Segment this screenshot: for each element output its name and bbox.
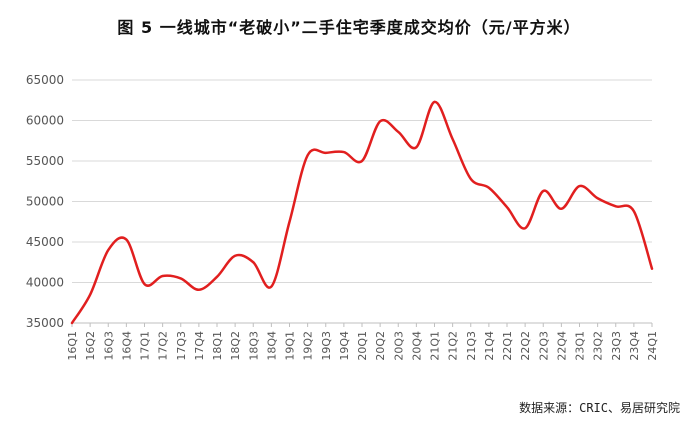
x-tick-label: 17Q1 (139, 331, 152, 361)
x-tick-label: 23Q3 (610, 331, 623, 361)
x-tick-label: 20Q1 (356, 331, 369, 361)
x-tick-label: 17Q3 (175, 331, 188, 361)
x-tick-label: 16Q3 (102, 331, 115, 361)
y-tick-label: 40000 (26, 276, 64, 290)
y-tick-label: 65000 (26, 73, 64, 87)
x-tick-label: 18Q4 (265, 331, 278, 361)
x-tick-label: 23Q2 (592, 331, 605, 361)
x-tick-label: 19Q2 (302, 331, 315, 361)
series-line (70, 100, 654, 325)
x-tick-label: 21Q4 (483, 331, 496, 361)
x-tick-label: 20Q3 (392, 331, 405, 361)
x-tick-label: 22Q2 (519, 331, 532, 361)
x-tick-label: 17Q4 (193, 331, 206, 361)
y-tick-label: 60000 (26, 114, 64, 128)
x-tick-label: 21Q2 (447, 331, 460, 361)
chart-title: 图 5 一线城市“老破小”二手住宅季度成交均价（元/平方米） (117, 18, 581, 37)
x-tick-label: 18Q1 (211, 331, 224, 361)
y-tick-label: 45000 (26, 235, 64, 249)
x-tick-label: 18Q2 (229, 331, 242, 361)
x-axis: 16Q1 16Q2 16Q3 16Q4 17Q1 17Q2 17Q3 17Q4 18Q1 18Q2… (66, 322, 659, 361)
x-tick-label: 23Q4 (628, 331, 641, 361)
x-tick-label: 24Q1 (646, 331, 659, 361)
x-tick-label: 22Q3 (537, 331, 550, 361)
x-tick-label: 22Q4 (555, 331, 568, 361)
x-tick-label: 16Q1 (66, 331, 79, 361)
x-tick-label: 20Q4 (410, 331, 423, 361)
x-tick-label: 23Q1 (574, 331, 587, 361)
y-tick-label: 55000 (26, 154, 64, 168)
x-tick-label: 17Q2 (157, 331, 170, 361)
x-tick-label: 22Q1 (501, 331, 514, 361)
x-tick-label: 16Q2 (84, 331, 97, 361)
y-tick-label: 50000 (26, 195, 64, 209)
gridlines (72, 79, 652, 324)
x-tick-label: 16Q4 (120, 331, 133, 361)
x-tick-label: 21Q1 (429, 331, 442, 361)
x-tick-label: 19Q1 (284, 331, 297, 361)
x-tick-label: 19Q4 (338, 331, 351, 361)
x-tick-label: 20Q2 (374, 331, 387, 361)
y-axis: 35000 40000 45000 50000 55000 60000 65000 (26, 73, 64, 330)
source-note: 数据来源：CRIC、易居研究院 (519, 401, 680, 415)
y-tick-label: 35000 (26, 316, 64, 330)
x-tick-label: 21Q3 (465, 331, 478, 361)
x-tick-label: 18Q3 (247, 331, 260, 361)
x-tick-label: 19Q3 (320, 331, 333, 361)
